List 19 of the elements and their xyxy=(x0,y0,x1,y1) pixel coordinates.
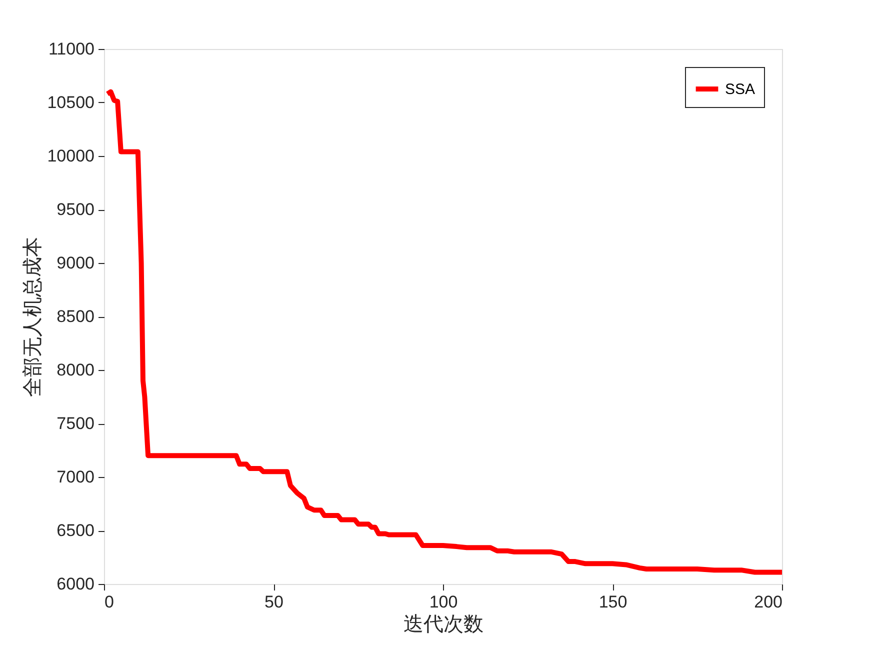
x-tick-label: 150 xyxy=(598,592,628,612)
x-tick-label: 200 xyxy=(754,592,782,612)
x-tick-label: 50 xyxy=(264,592,284,612)
y-tick-label: 7000 xyxy=(56,468,94,486)
y-tick-label: 10500 xyxy=(47,93,94,112)
y-tick-label: 11000 xyxy=(48,40,94,58)
y-tick-label: 9000 xyxy=(56,254,94,272)
y-axis-title: 全部无人机总成本 xyxy=(20,237,44,397)
y-tick-label: 9500 xyxy=(56,200,94,219)
x-tick-label: 100 xyxy=(429,592,458,612)
y-tick-label: 10000 xyxy=(47,146,94,166)
x-axis-title: 迭代次数 xyxy=(404,612,484,636)
y-tick-label: 8500 xyxy=(56,307,94,326)
y-tick-label: 6000 xyxy=(56,574,94,594)
legend-label: SSA xyxy=(725,81,756,98)
y-tick-label: 7500 xyxy=(56,414,94,433)
y-tick-label: 8000 xyxy=(56,360,94,380)
x-tick-label: 0 xyxy=(104,592,114,612)
y-tick-label: 6500 xyxy=(56,521,94,540)
